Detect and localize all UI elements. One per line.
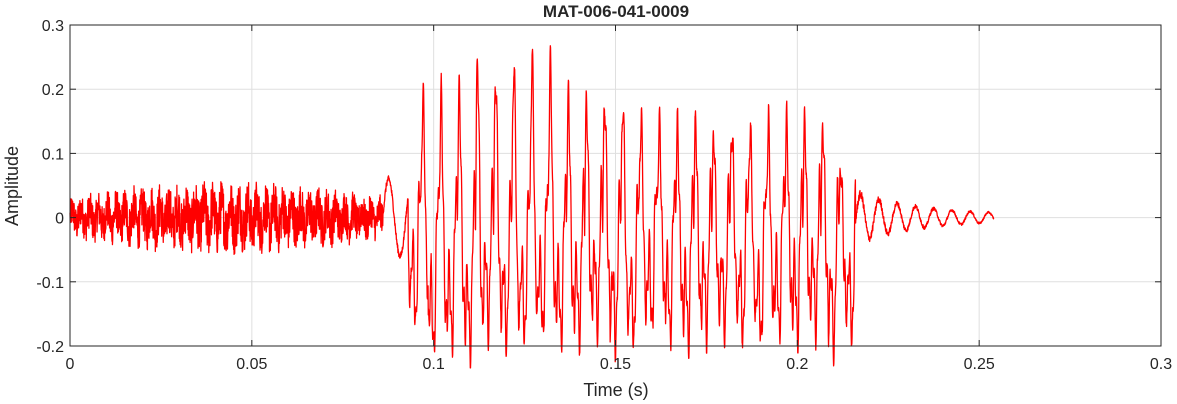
waveform-line: [69, 45, 995, 369]
x-tick-label: 0: [66, 356, 75, 373]
y-tick-label: 0.2: [42, 82, 64, 99]
signal-series: [69, 45, 995, 369]
y-tick-label: 0: [55, 211, 64, 228]
x-tick-label: 0.05: [236, 356, 267, 373]
x-tick-label: 0.3: [1150, 356, 1172, 373]
y-axis-label: Amplitude: [2, 146, 22, 226]
x-tick-label: 0.25: [964, 356, 995, 373]
chart-title: MAT-006-041-0009: [543, 2, 689, 21]
y-tick-label: 0.1: [42, 146, 64, 163]
x-axis-ticks: 0 0.05 0.1 0.15 0.2 0.25 0.3: [66, 25, 1172, 373]
y-tick-label: -0.1: [36, 275, 64, 292]
x-tick-label: 0.1: [423, 356, 445, 373]
y-tick-label: 0.3: [42, 18, 64, 35]
x-tick-label: 0.15: [600, 356, 631, 373]
x-axis-label: Time (s): [583, 380, 648, 400]
x-tick-label: 0.2: [786, 356, 808, 373]
y-axis-ticks: -0.2 -0.1 0 0.1 0.2 0.3: [36, 18, 1161, 356]
y-tick-label: -0.2: [36, 339, 64, 356]
